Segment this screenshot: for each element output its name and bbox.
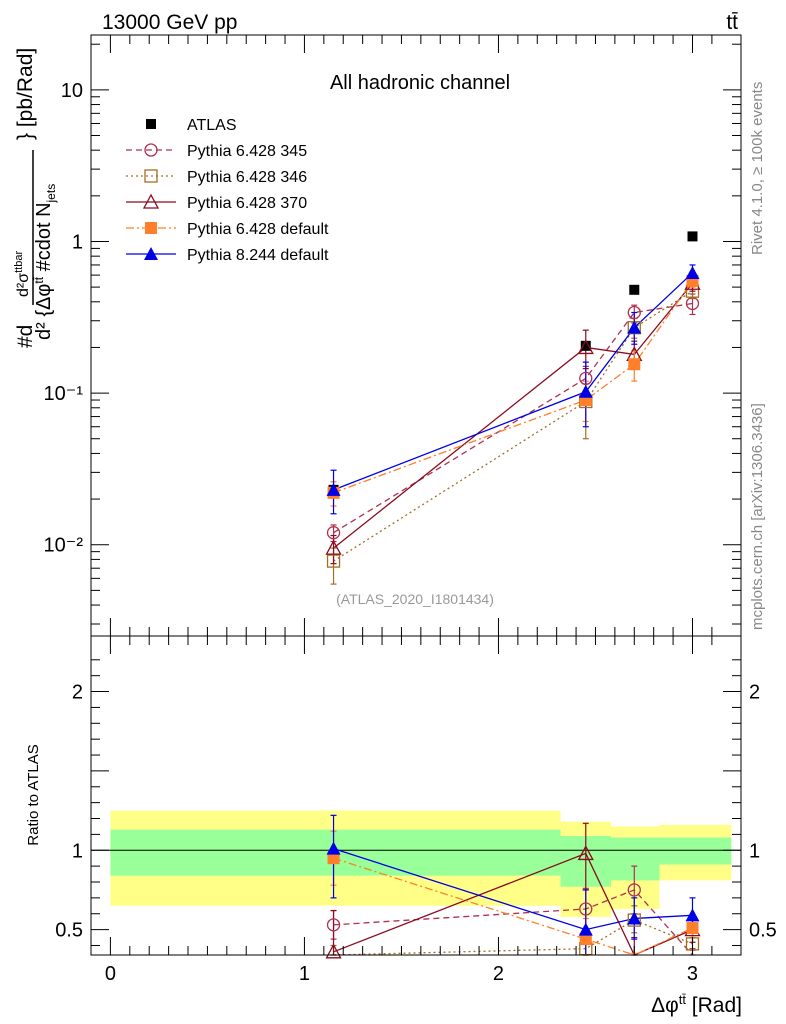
main-y-tick-label: 10⁻¹ [44,383,84,405]
main-data-point [627,305,641,320]
x-tick-label: 1 [299,963,310,985]
ratio-series-line-1 [333,919,693,956]
svg-text:Δφtt̄ [Rad]: Δφtt̄ [Rad] [651,992,742,1017]
x-tick-label: 3 [687,963,698,985]
main-data-point [578,384,593,398]
legend-label: Pythia 8.244 default [187,247,329,264]
main-series-line-1 [333,302,693,534]
main-data-point [579,371,593,386]
ratio-data-point [327,852,340,865]
legend-label: ATLAS [187,117,237,134]
ratio-data-point [579,902,593,916]
rivet-label: Rivet 4.1.0, ≥ 100k events [749,82,766,255]
svg-text:d² {Δφtt̄ #cdot Njets: d² {Δφtt̄ #cdot Njets [32,184,58,340]
energy-label: 13000 GeV pp [102,11,237,34]
legend-label: Pythia 6.428 370 [187,195,307,212]
legend-label: Pythia 6.428 default [187,221,329,238]
legend-marker [145,222,157,234]
ratio-y-tick-label: 1 [749,840,760,862]
ratio-data-point [627,883,641,897]
main-data-point [326,554,341,568]
main-data-point [629,284,640,295]
legend-label: Pythia 6.428 346 [187,169,307,186]
x-tick-label: 2 [493,963,504,985]
analysis-label: (ATLAS_2020_I1801434) [336,591,494,607]
legend-label: Pythia 6.428 345 [187,143,307,160]
ratio-y-tick-label: 0.5 [55,920,83,942]
legend-marker [142,193,160,209]
ratio-band-inner [659,837,732,865]
main-y-tick-label: 1 [72,231,83,253]
ratio-y-axis-label: Ratio to ATLAS [25,744,42,845]
ratio-data-point [579,933,592,946]
main-series-line-3 [333,282,693,549]
main-y-tick-label: 10 [61,80,83,102]
ratio-data-point [325,943,342,959]
main-series-line-2 [333,290,693,562]
ratio-data-point [685,908,700,922]
main-data-point [326,482,341,496]
ratio-y-tick-label: 0.5 [749,920,777,942]
ratio-data-point [326,841,341,855]
main-data-point [687,231,698,242]
legend-marker [144,143,158,157]
legend-marker [146,119,156,129]
ratio-plot-panel: 0.5 0.5 1 1 2 2 0 1 2 3 Ratio to ATLAS Δφtt̄ [Rad… [25,635,777,1017]
x-axis-label: Δφtt̄ [Rad] [651,992,742,1017]
svg-text:d²σttbar: d²σttbar [13,251,32,297]
main-series-line-5 [333,272,693,491]
ratio-data-point [326,918,341,932]
main-data-point [627,320,642,334]
main-y-tick-label: 10⁻² [44,535,84,557]
ratio-y-tick-label: 2 [749,682,760,704]
main-series-line-4 [333,280,694,494]
ratio-series-line-3 [333,857,693,956]
svg-text:} [pb/Rad]: } [pb/Rad] [14,48,37,140]
legend-marker [144,247,158,260]
ratio-band-inner [611,837,660,881]
ratio-y-tick-label: 2 [72,682,83,704]
process-label: tt̄ [726,11,738,34]
ratio-series-line-2 [333,852,693,956]
ratio-series-line-4 [333,848,693,931]
ratio-data-point [577,845,594,861]
main-y-axis-label: #d d²σttbar d² {Δφtt̄ #cdot Njets } [pb/… [13,48,58,348]
main-plot-panel: 10⁻² 10⁻¹ 1 10 All hadronic channel (ATLAS_… [44,34,742,637]
main-data-point [326,526,341,540]
ratio-data-point [686,922,699,935]
legend-marker [144,169,158,183]
main-data-point [685,265,700,279]
ratio-plot-frame [90,635,742,956]
main-data-point [577,339,594,355]
ratio-y-tick-label: 1 [72,840,83,862]
main-title: All hadronic channel [330,72,510,94]
main-data-point [580,340,591,351]
x-tick-label: 0 [105,963,116,985]
ratio-data-point [578,922,593,936]
legend: ATLAS Pythia 6.428 345 Pythia 6.428 346 Pyt… [126,117,329,264]
ratio-data-point [627,911,642,925]
main-data-point [628,358,641,371]
mcplots-label: mcplots.cern.ch [arXiv:1306.3436] [749,403,766,630]
main-data-point [325,539,342,555]
svg-text:#d: #d [14,325,37,348]
